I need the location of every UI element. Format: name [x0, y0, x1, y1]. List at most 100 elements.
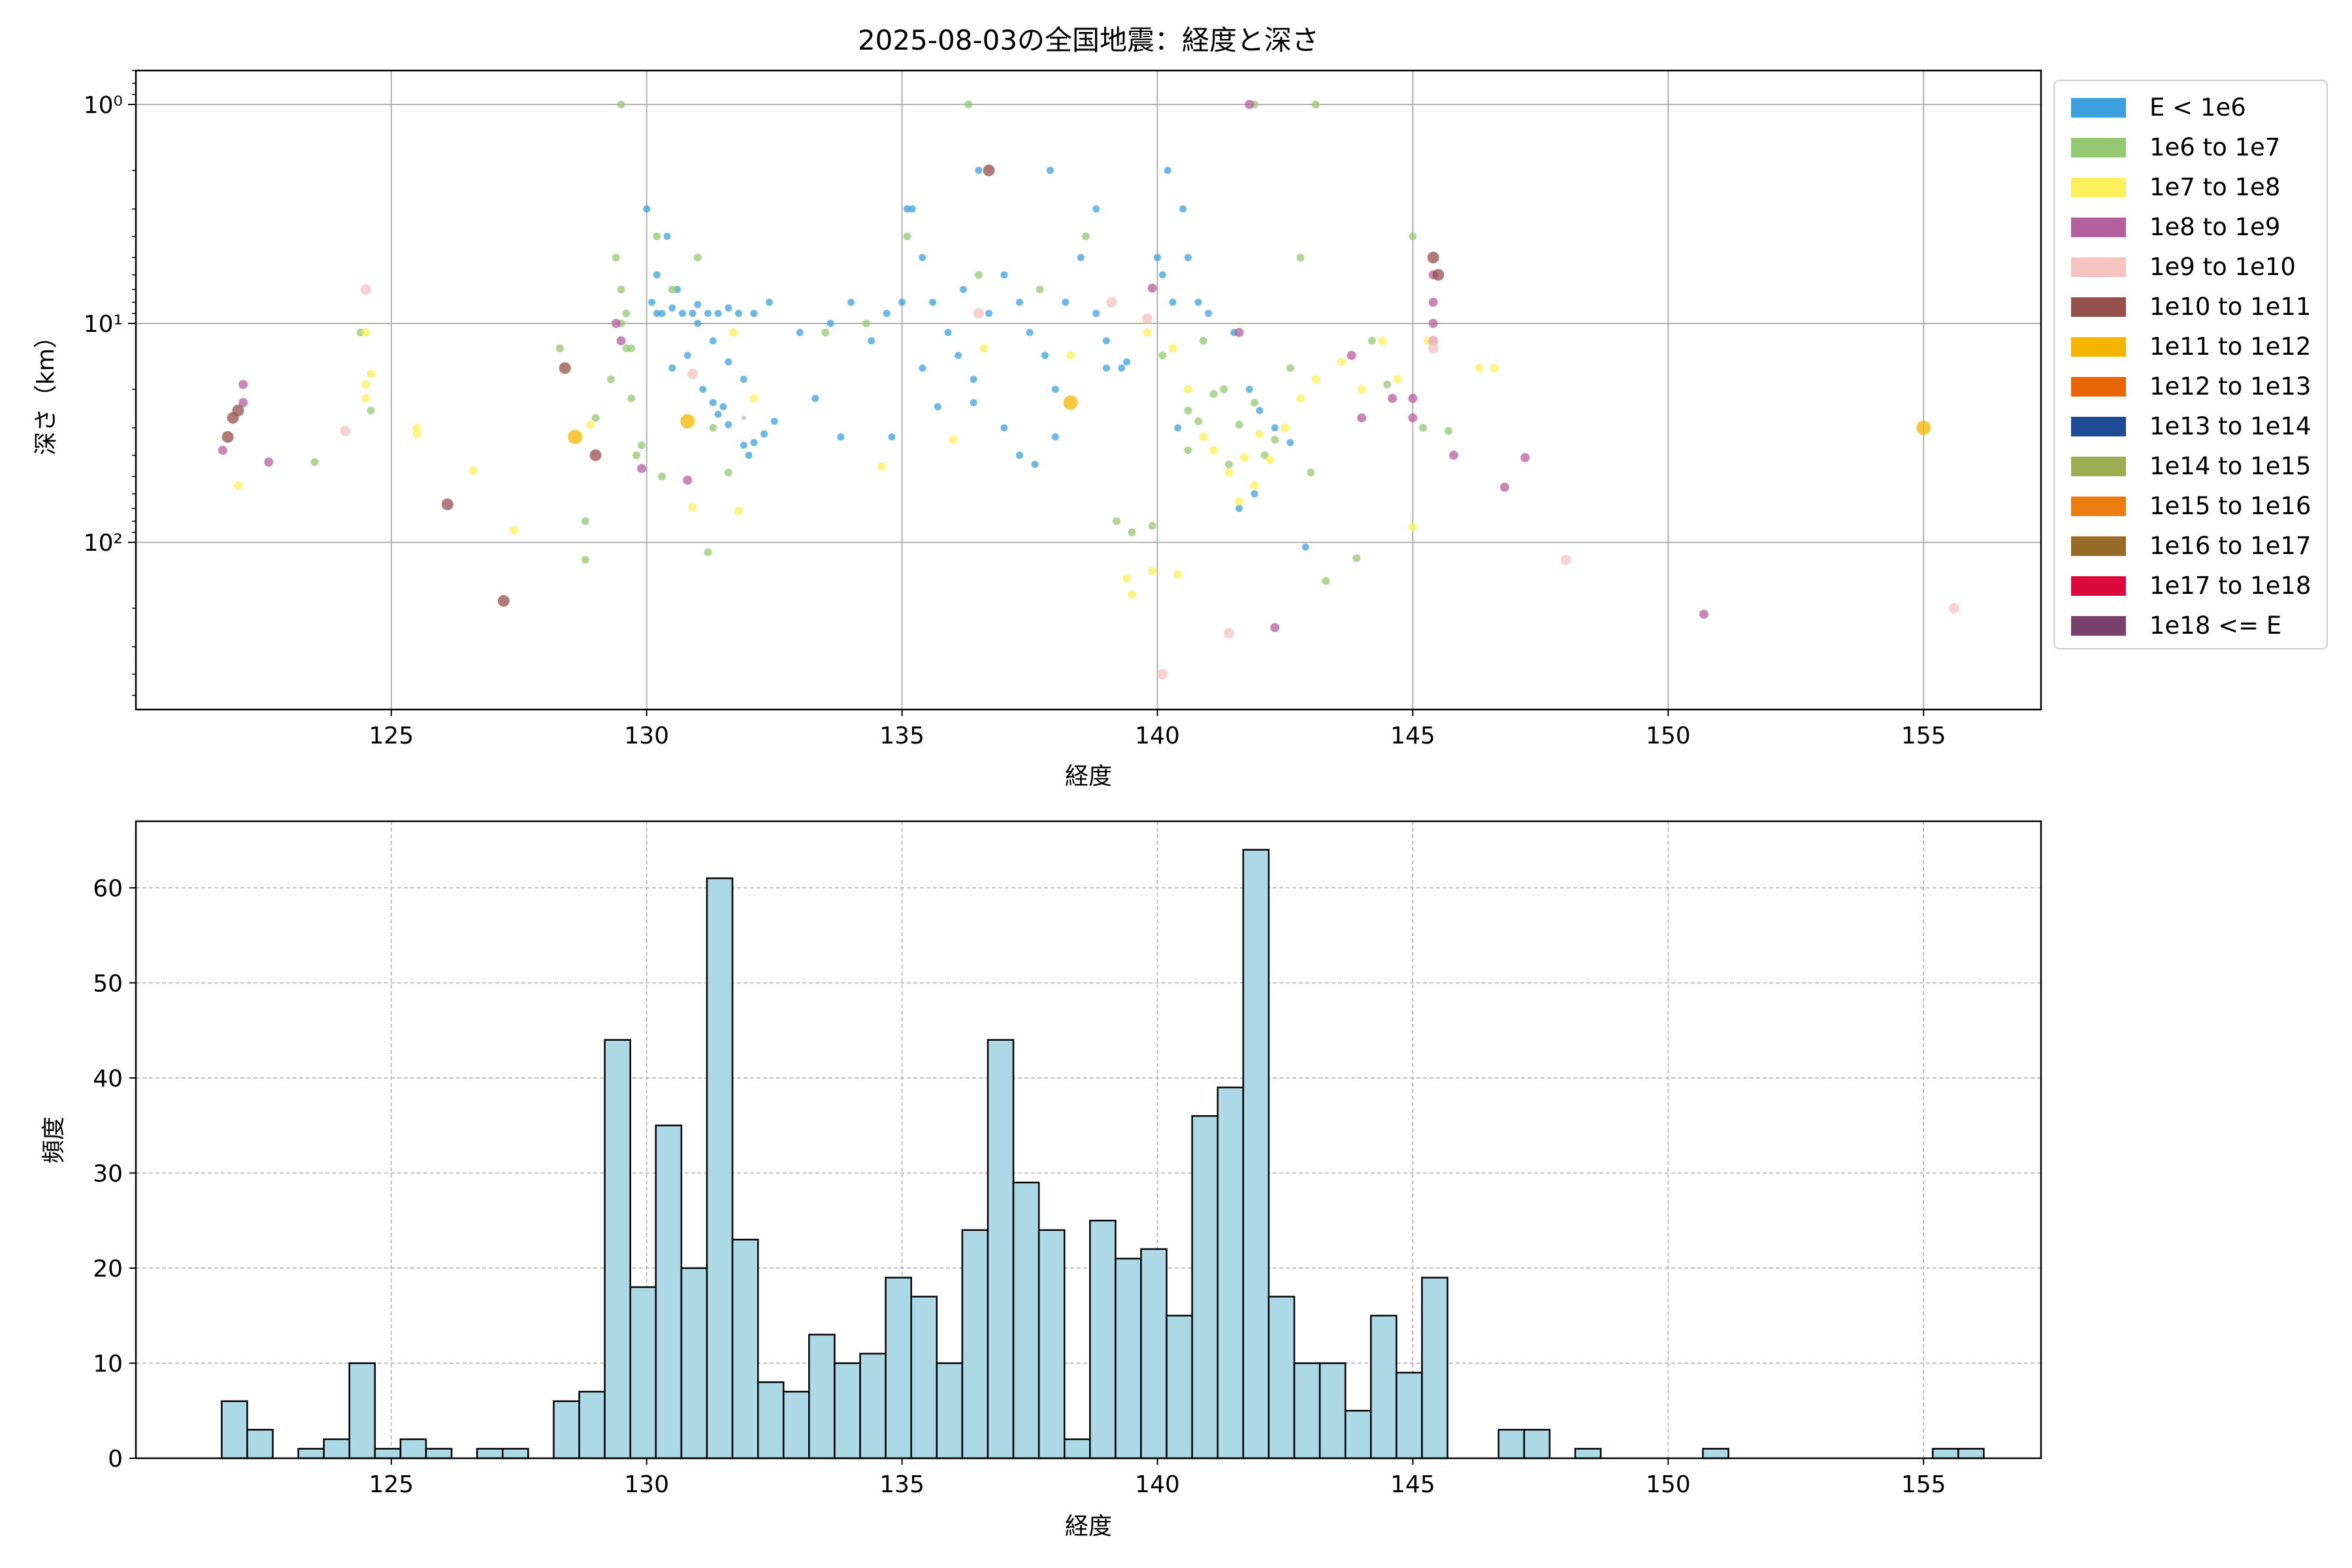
histogram-x-axis-label: 経度: [1065, 1513, 1112, 1540]
scatter-point: [868, 337, 875, 345]
scatter-point: [653, 232, 661, 240]
scatter-point: [668, 364, 676, 372]
scatter-point: [1026, 329, 1034, 336]
legend-swatch: [2071, 98, 2126, 118]
scatter-point: [796, 329, 804, 336]
scatter-point: [1408, 523, 1417, 531]
scatter-point: [1301, 543, 1309, 551]
histogram-axes-frame: [135, 820, 2042, 1460]
scatter-point: [679, 310, 686, 318]
legend-entries: E < 1e6 1e6 to 1e7 1e7 to 1e8 1e8 to 1e9 1e9…: [2071, 93, 2311, 640]
scatter-point: [1256, 406, 1264, 414]
legend-swatch: [2071, 178, 2126, 197]
scatter-point: [310, 458, 319, 466]
scatter-point: [627, 394, 636, 402]
scatter-x-tick-label: 140: [1135, 723, 1180, 749]
scatter-point: [1352, 554, 1361, 563]
scatter-point: [581, 517, 589, 525]
scatter-x-tick-label: 155: [1901, 723, 1946, 749]
scatter-point: [1148, 521, 1156, 530]
scatter-point: [1239, 453, 1249, 462]
scatter-point: [1235, 421, 1243, 429]
scatter-point: [1122, 574, 1132, 583]
scatter-point: [1224, 468, 1233, 477]
scatter-point: [1250, 481, 1259, 490]
scatter-point: [1158, 271, 1166, 279]
scatter-point: [1500, 482, 1510, 492]
scatter-point: [903, 232, 911, 240]
histogram-bar: [348, 1362, 376, 1460]
scatter-point: [1183, 385, 1192, 394]
scatter-x-ticks: 125 130 135 140 145 150 155: [369, 710, 1946, 749]
histogram-bar: [629, 1286, 657, 1460]
scatter-point: [233, 481, 242, 490]
histogram-bar: [1396, 1371, 1423, 1460]
legend-swatch: [2071, 257, 2126, 277]
histogram-bar: [323, 1438, 351, 1460]
scatter-point: [611, 319, 621, 328]
scatter-point: [694, 301, 702, 308]
histogram-bar: [476, 1448, 504, 1460]
scatter-point: [745, 451, 753, 459]
scatter-point: [964, 100, 973, 108]
scatter-point: [607, 375, 615, 384]
scatter-point: [955, 351, 962, 359]
scatter-point: [1220, 385, 1228, 393]
histogram-bar: [1064, 1438, 1091, 1460]
legend-label: 1e15 to 1e16: [2149, 492, 2311, 520]
scatter-point: [749, 394, 759, 403]
scatter-point: [1337, 357, 1346, 367]
scatter-point: [919, 364, 926, 372]
scatter-y-tick-label: 10¹: [84, 311, 123, 338]
scatter-point: [1432, 269, 1445, 281]
scatter-point: [811, 395, 819, 402]
scatter-x-tick-label: 135: [879, 723, 924, 749]
histogram-x-tick-label: 130: [624, 1471, 669, 1498]
scatter-point: [232, 404, 244, 417]
scatter-point: [714, 410, 722, 418]
scatter-point: [1383, 380, 1392, 389]
histogram-bar: [961, 1229, 989, 1460]
scatter-point: [1949, 603, 1960, 613]
scatter-point: [638, 441, 645, 449]
scatter-point: [1041, 351, 1049, 359]
scatter-point: [1051, 385, 1059, 393]
scatter-point: [1235, 504, 1243, 512]
scatter-point: [1281, 423, 1290, 433]
scatter-point: [1209, 446, 1218, 455]
histogram-x-tick-label: 155: [1901, 1471, 1946, 1498]
scatter-point: [1286, 364, 1294, 372]
scatter-point: [1270, 623, 1280, 632]
histogram-bar: [808, 1333, 836, 1460]
legend-swatch: [2071, 417, 2126, 436]
scatter-point: [883, 310, 890, 318]
histogram-x-ticks: 125 130 135 140 145 150 155: [369, 1458, 1946, 1498]
legend-swatch: [2071, 337, 2126, 357]
scatter-point: [1245, 385, 1253, 393]
scatter-point: [361, 328, 370, 337]
scatter-point: [617, 100, 625, 108]
histogram-bar: [578, 1390, 606, 1460]
histogram-bar: [859, 1352, 887, 1460]
histogram-x-tick-label: 140: [1135, 1471, 1180, 1498]
scatter-point: [1250, 399, 1259, 407]
histogram-bar: [655, 1124, 683, 1460]
scatter-point: [1266, 455, 1274, 465]
scatter-point: [1092, 310, 1100, 318]
legend-label: 1e17 to 1e18: [2149, 572, 2311, 600]
scatter-point: [1347, 351, 1356, 360]
scatter-point: [1148, 566, 1157, 576]
scatter-point: [497, 595, 510, 607]
scatter-point: [1311, 100, 1320, 108]
scatter-point: [658, 472, 666, 481]
scatter-y-tick-label: 10²: [84, 530, 123, 557]
scatter-point: [1062, 299, 1070, 306]
scatter-point: [1128, 590, 1136, 599]
histogram-bar: [680, 1267, 708, 1460]
scatter-point: [1307, 468, 1315, 477]
histogram-bar: [834, 1362, 861, 1460]
scatter-point: [637, 464, 646, 474]
scatter-point: [568, 429, 583, 444]
scatter-point: [837, 433, 845, 441]
scatter-point: [888, 433, 896, 441]
